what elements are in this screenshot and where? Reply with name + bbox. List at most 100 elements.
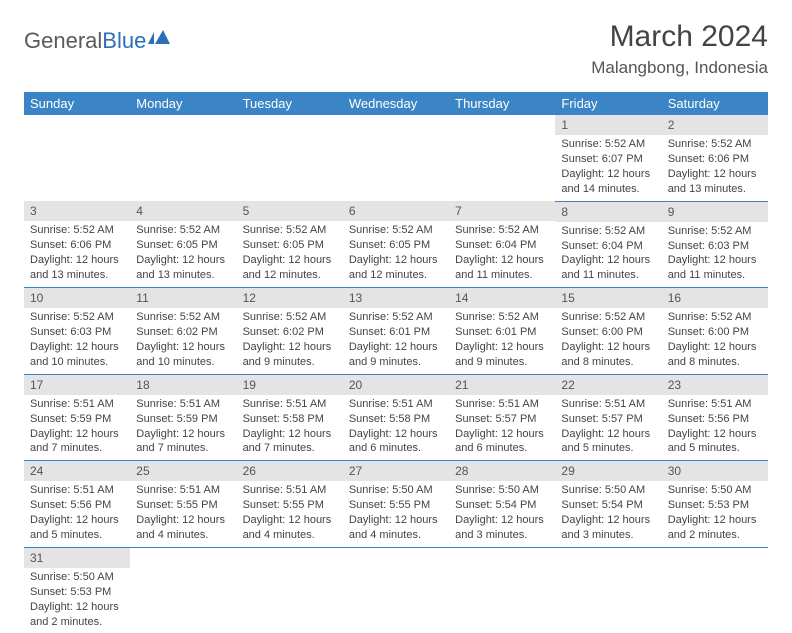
daylight-line2: and 7 minutes. [136,441,230,456]
sunset-text: Sunset: 6:05 PM [243,238,337,253]
weekday-header: Tuesday [237,92,343,115]
calendar-cell: 1Sunrise: 5:52 AMSunset: 6:07 PMDaylight… [555,115,661,201]
empty-cell [237,548,343,566]
logo-text-blue: Blue [102,28,146,53]
sunrise-text: Sunrise: 5:52 AM [349,223,443,238]
calendar-cell: 27Sunrise: 5:50 AMSunset: 5:55 PMDayligh… [343,461,449,548]
weekday-header: Saturday [662,92,768,115]
calendar-cell: 4Sunrise: 5:52 AMSunset: 6:05 PMDaylight… [130,201,236,288]
daylight-line2: and 3 minutes. [455,528,549,543]
sunrise-text: Sunrise: 5:52 AM [668,137,762,152]
calendar-cell: 5Sunrise: 5:52 AMSunset: 6:05 PMDaylight… [237,201,343,288]
day-details: Sunrise: 5:50 AMSunset: 5:54 PMDaylight:… [555,481,661,546]
day-number: 3 [24,201,130,221]
empty-cell [343,115,449,133]
empty-cell [24,115,130,133]
calendar-cell: 7Sunrise: 5:52 AMSunset: 6:04 PMDaylight… [449,201,555,288]
sunset-text: Sunset: 5:55 PM [136,498,230,513]
daylight-line2: and 2 minutes. [668,528,762,543]
sunrise-text: Sunrise: 5:52 AM [668,310,762,325]
daylight-line1: Daylight: 12 hours [30,600,124,615]
calendar-cell [237,547,343,633]
day-number: 8 [555,202,661,222]
sunset-text: Sunset: 5:58 PM [243,412,337,427]
sunset-text: Sunset: 5:59 PM [30,412,124,427]
daylight-line1: Daylight: 12 hours [349,340,443,355]
daylight-line1: Daylight: 12 hours [668,513,762,528]
daylight-line2: and 7 minutes. [30,441,124,456]
day-number: 22 [555,375,661,395]
sunset-text: Sunset: 5:57 PM [561,412,655,427]
day-details: Sunrise: 5:52 AMSunset: 6:06 PMDaylight:… [24,221,130,286]
day-details: Sunrise: 5:51 AMSunset: 5:55 PMDaylight:… [130,481,236,546]
daylight-line1: Daylight: 12 hours [455,340,549,355]
daylight-line2: and 11 minutes. [561,268,655,283]
daylight-line1: Daylight: 12 hours [136,513,230,528]
sunset-text: Sunset: 6:01 PM [349,325,443,340]
sunset-text: Sunset: 6:04 PM [455,238,549,253]
day-details: Sunrise: 5:52 AMSunset: 6:04 PMDaylight:… [555,222,661,287]
calendar-week-row: 10Sunrise: 5:52 AMSunset: 6:03 PMDayligh… [24,288,768,375]
daylight-line2: and 6 minutes. [349,441,443,456]
daylight-line2: and 4 minutes. [136,528,230,543]
daylight-line1: Daylight: 12 hours [668,427,762,442]
calendar-cell: 11Sunrise: 5:52 AMSunset: 6:02 PMDayligh… [130,288,236,375]
calendar-cell: 18Sunrise: 5:51 AMSunset: 5:59 PMDayligh… [130,374,236,461]
daylight-line2: and 2 minutes. [30,615,124,630]
sunset-text: Sunset: 6:04 PM [561,239,655,254]
day-number: 10 [24,288,130,308]
sunset-text: Sunset: 6:03 PM [30,325,124,340]
day-details: Sunrise: 5:52 AMSunset: 6:04 PMDaylight:… [449,221,555,286]
day-details: Sunrise: 5:51 AMSunset: 5:56 PMDaylight:… [24,481,130,546]
day-details: Sunrise: 5:52 AMSunset: 6:07 PMDaylight:… [555,135,661,200]
sunset-text: Sunset: 5:53 PM [30,585,124,600]
day-details: Sunrise: 5:51 AMSunset: 5:58 PMDaylight:… [237,395,343,460]
daylight-line2: and 13 minutes. [136,268,230,283]
calendar-cell: 14Sunrise: 5:52 AMSunset: 6:01 PMDayligh… [449,288,555,375]
sunrise-text: Sunrise: 5:51 AM [243,483,337,498]
day-number: 24 [24,461,130,481]
daylight-line1: Daylight: 12 hours [349,427,443,442]
sunset-text: Sunset: 6:00 PM [561,325,655,340]
sunset-text: Sunset: 5:55 PM [349,498,443,513]
day-number: 25 [130,461,236,481]
daylight-line1: Daylight: 12 hours [349,253,443,268]
daylight-line2: and 10 minutes. [30,355,124,370]
calendar-cell: 13Sunrise: 5:52 AMSunset: 6:01 PMDayligh… [343,288,449,375]
calendar-cell: 3Sunrise: 5:52 AMSunset: 6:06 PMDaylight… [24,201,130,288]
day-details: Sunrise: 5:52 AMSunset: 6:00 PMDaylight:… [662,308,768,373]
calendar-cell: 26Sunrise: 5:51 AMSunset: 5:55 PMDayligh… [237,461,343,548]
calendar-cell: 24Sunrise: 5:51 AMSunset: 5:56 PMDayligh… [24,461,130,548]
calendar-cell: 19Sunrise: 5:51 AMSunset: 5:58 PMDayligh… [237,374,343,461]
day-number: 30 [662,461,768,481]
daylight-line1: Daylight: 12 hours [561,253,655,268]
sunrise-text: Sunrise: 5:52 AM [243,310,337,325]
calendar-cell [237,115,343,201]
daylight-line1: Daylight: 12 hours [668,167,762,182]
daylight-line1: Daylight: 12 hours [349,513,443,528]
sunrise-text: Sunrise: 5:52 AM [30,223,124,238]
day-number: 16 [662,288,768,308]
sunset-text: Sunset: 6:03 PM [668,239,762,254]
daylight-line1: Daylight: 12 hours [561,427,655,442]
empty-cell [662,548,768,566]
calendar-cell [24,115,130,201]
sunset-text: Sunset: 6:07 PM [561,152,655,167]
sunset-text: Sunset: 6:06 PM [668,152,762,167]
daylight-line2: and 12 minutes. [349,268,443,283]
daylight-line2: and 7 minutes. [243,441,337,456]
day-details: Sunrise: 5:50 AMSunset: 5:55 PMDaylight:… [343,481,449,546]
daylight-line2: and 8 minutes. [561,355,655,370]
empty-cell [237,115,343,133]
sunrise-text: Sunrise: 5:50 AM [349,483,443,498]
daylight-line1: Daylight: 12 hours [455,513,549,528]
calendar-cell: 9Sunrise: 5:52 AMSunset: 6:03 PMDaylight… [662,201,768,288]
daylight-line2: and 14 minutes. [561,182,655,197]
daylight-line1: Daylight: 12 hours [30,253,124,268]
calendar-cell: 15Sunrise: 5:52 AMSunset: 6:00 PMDayligh… [555,288,661,375]
calendar-week-row: 3Sunrise: 5:52 AMSunset: 6:06 PMDaylight… [24,201,768,288]
daylight-line2: and 12 minutes. [243,268,337,283]
daylight-line2: and 5 minutes. [30,528,124,543]
calendar-cell: 10Sunrise: 5:52 AMSunset: 6:03 PMDayligh… [24,288,130,375]
sunrise-text: Sunrise: 5:52 AM [30,310,124,325]
